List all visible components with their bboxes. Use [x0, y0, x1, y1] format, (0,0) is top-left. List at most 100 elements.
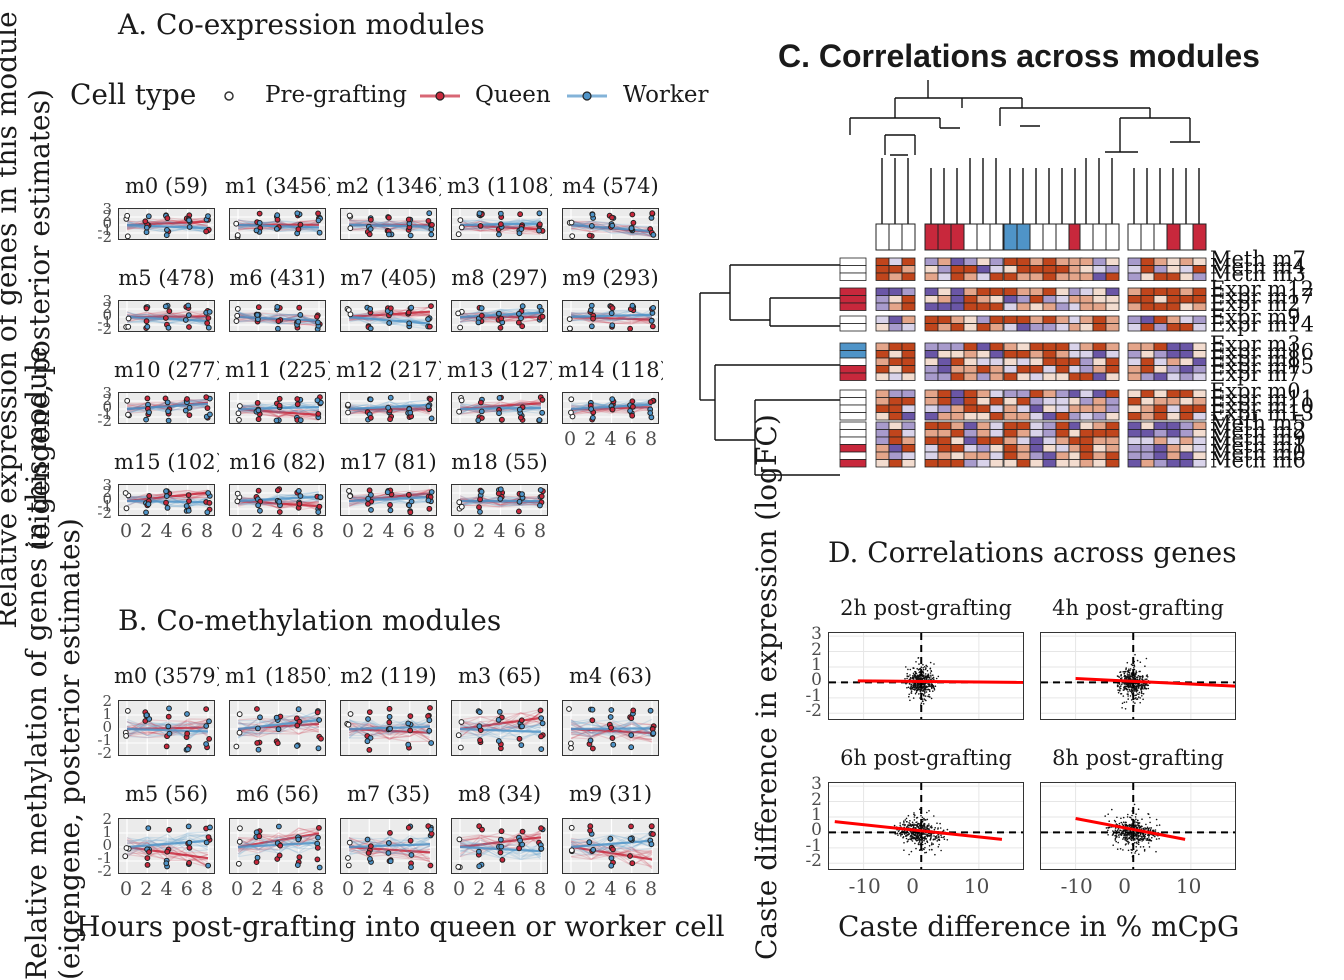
data-point	[187, 861, 192, 866]
scatter-point	[935, 837, 937, 839]
scatter-point	[918, 823, 920, 825]
heatmap-cell	[1004, 324, 1017, 332]
column-annotation-cell	[990, 224, 1003, 250]
heatmap-cell	[1017, 366, 1030, 374]
facet-strip-label: m4 (63)	[558, 664, 663, 688]
data-point	[275, 305, 280, 310]
scatter-point	[1144, 836, 1146, 838]
data-point	[459, 504, 464, 509]
heatmap-cell	[1180, 358, 1193, 366]
legend-queen-key	[418, 84, 462, 108]
scatter-point	[1138, 693, 1140, 695]
scatter-point	[908, 854, 910, 856]
data-point	[206, 835, 211, 840]
heatmap-cell	[1030, 351, 1043, 359]
heatmap-cell	[889, 343, 902, 351]
scatter-point	[928, 675, 930, 677]
data-point	[500, 417, 505, 422]
data-point	[144, 225, 149, 230]
data-point	[204, 742, 209, 747]
data-point	[629, 824, 634, 829]
scatter-point	[1107, 813, 1109, 815]
data-point	[458, 325, 463, 330]
facet-strip-label: m0 (59)	[114, 174, 219, 198]
scatter-point	[1125, 688, 1127, 690]
scatter-point	[922, 667, 924, 669]
heatmap-cell	[1167, 266, 1180, 274]
facet-panel	[340, 208, 437, 240]
scatter-point	[1140, 661, 1142, 663]
scatter-point	[935, 685, 937, 687]
data-point	[539, 734, 544, 739]
scatter-point	[925, 819, 927, 821]
data-point	[206, 491, 211, 496]
scatter-point	[1125, 671, 1127, 673]
data-point	[517, 407, 522, 412]
scatter-point	[1119, 672, 1121, 674]
heatmap-cell	[1017, 405, 1030, 413]
data-point	[590, 707, 595, 712]
facet-plot	[563, 819, 659, 874]
facet-panel	[340, 392, 437, 424]
data-point	[569, 746, 574, 751]
scatter-point	[928, 823, 930, 825]
x-tick-label: 4	[161, 520, 173, 542]
heatmap-cell	[889, 303, 902, 311]
scatter-point	[934, 827, 936, 829]
scatter-point	[1134, 804, 1136, 806]
heatmap-cell	[977, 405, 990, 413]
heatmap-cell	[1180, 445, 1193, 453]
heatmap-cell	[1167, 288, 1180, 296]
scatter-point	[912, 840, 914, 842]
data-point	[429, 232, 434, 237]
scatter-point	[915, 661, 917, 663]
scatter-point	[1109, 827, 1111, 829]
scatter-point	[916, 817, 918, 819]
x-tick-label: 4	[494, 878, 506, 900]
scatter-point	[1125, 708, 1127, 710]
data-point	[237, 839, 242, 844]
scatter-point	[1148, 828, 1150, 830]
data-point	[385, 490, 390, 495]
scatter-point	[1151, 840, 1153, 842]
data-point	[388, 726, 393, 731]
heatmap-cell	[1017, 358, 1030, 366]
scatter-point	[926, 835, 928, 837]
panel-a-title: A. Co-expression modules	[118, 8, 485, 41]
scatter-point	[930, 685, 932, 687]
data-point	[187, 218, 192, 223]
data-point	[408, 728, 413, 733]
scatter-point	[902, 824, 904, 826]
scatter-point	[934, 689, 936, 691]
scatter-point	[1147, 813, 1149, 815]
scatter-point	[913, 837, 915, 839]
x-tick-label: 6	[403, 878, 415, 900]
data-point	[346, 856, 351, 861]
scatter-point	[1127, 814, 1129, 816]
heatmap-cell	[1030, 390, 1043, 398]
legend-title: Cell type	[70, 78, 196, 111]
row-annotation-cell	[840, 460, 866, 468]
data-point	[387, 706, 392, 711]
heatmap-cell	[1141, 398, 1154, 406]
data-point	[143, 219, 148, 224]
heatmap-cell	[1193, 296, 1206, 304]
facet-panel	[118, 208, 215, 240]
data-point	[408, 714, 413, 719]
scatter-point	[1137, 693, 1139, 695]
heatmap-cell	[1030, 324, 1043, 332]
heatmap-cell	[1167, 296, 1180, 304]
facet-strip-label: m1 (1850)	[225, 664, 330, 688]
scatter-point	[1115, 837, 1117, 839]
scatter-point	[1141, 692, 1143, 694]
data-point	[498, 325, 503, 330]
facet-plot	[341, 301, 437, 332]
scatter-point	[1144, 679, 1146, 681]
scatter-point	[1107, 834, 1109, 836]
scatter-point	[1117, 848, 1119, 850]
heatmap-cell	[1128, 288, 1141, 296]
scatter-point	[1152, 830, 1154, 832]
scatter-point	[1127, 838, 1129, 840]
scatter-point	[918, 663, 920, 665]
data-point	[568, 741, 573, 746]
